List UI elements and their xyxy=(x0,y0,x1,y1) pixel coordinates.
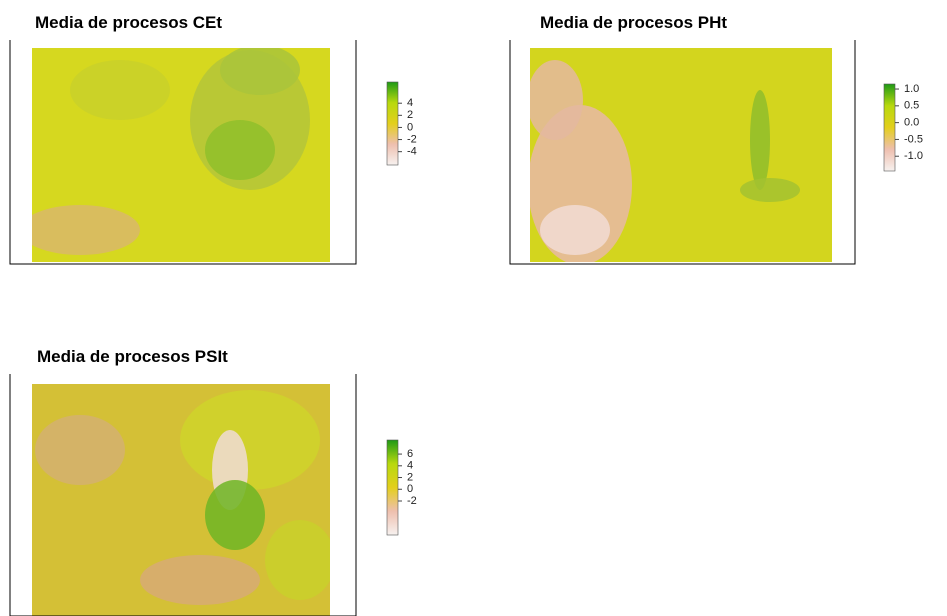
colorbar-tick-label: 0.0 xyxy=(904,117,919,129)
raster-region xyxy=(220,45,300,95)
raster-image xyxy=(32,384,335,616)
chart-title: Media de procesos CEt xyxy=(35,13,222,32)
raster-region xyxy=(527,60,583,140)
raster-region xyxy=(180,390,320,490)
raster-region xyxy=(540,205,610,255)
colorbar-tick-label: 0 xyxy=(407,483,413,495)
colorbar-tick-label: -0.5 xyxy=(904,133,923,145)
colorbar-tick-label: 1.0 xyxy=(904,83,919,95)
colorbar-tick-label: -2 xyxy=(407,133,417,145)
colorbar-tick-label: 4 xyxy=(407,460,413,472)
colorbar-tick-label: 2 xyxy=(407,109,413,121)
colorbar-tick-label: 2 xyxy=(407,471,413,483)
colorbar-tick-label: 0 xyxy=(407,121,413,133)
raster-region xyxy=(140,555,260,605)
colorbar-tick-label: 6 xyxy=(407,448,413,460)
colorbar xyxy=(884,84,895,171)
chart-title: Media de procesos PSIt xyxy=(37,347,228,366)
colorbar-tick-label: -2 xyxy=(407,495,417,507)
colorbar xyxy=(387,440,398,535)
colorbar xyxy=(387,82,398,165)
raster-region xyxy=(70,60,170,120)
raster-region xyxy=(205,120,275,180)
raster-region xyxy=(35,415,125,485)
raster-region xyxy=(20,205,140,255)
colorbar-tick-label: 0.5 xyxy=(904,100,919,112)
raster-region xyxy=(265,520,335,600)
raster-region xyxy=(740,178,800,202)
raster-image xyxy=(20,45,330,262)
colorbar-tick-label: -1.0 xyxy=(904,150,923,162)
page: Media de procesos CEt420-2-4Media de pro… xyxy=(0,0,947,616)
raster-image xyxy=(527,48,832,265)
colorbar-tick-label: 4 xyxy=(407,97,413,109)
raster-panel: Media de procesos PHt 1.0 0.5 0.0 -0.5 -1.0 xyxy=(510,13,923,265)
raster-region xyxy=(205,480,265,550)
chart-title: Media de procesos PHt xyxy=(540,13,727,32)
raster-panel: Media de procesos CEt 420-2-4 xyxy=(10,13,417,264)
colorbar-tick-label: -4 xyxy=(407,146,417,158)
raster-region xyxy=(750,90,770,190)
